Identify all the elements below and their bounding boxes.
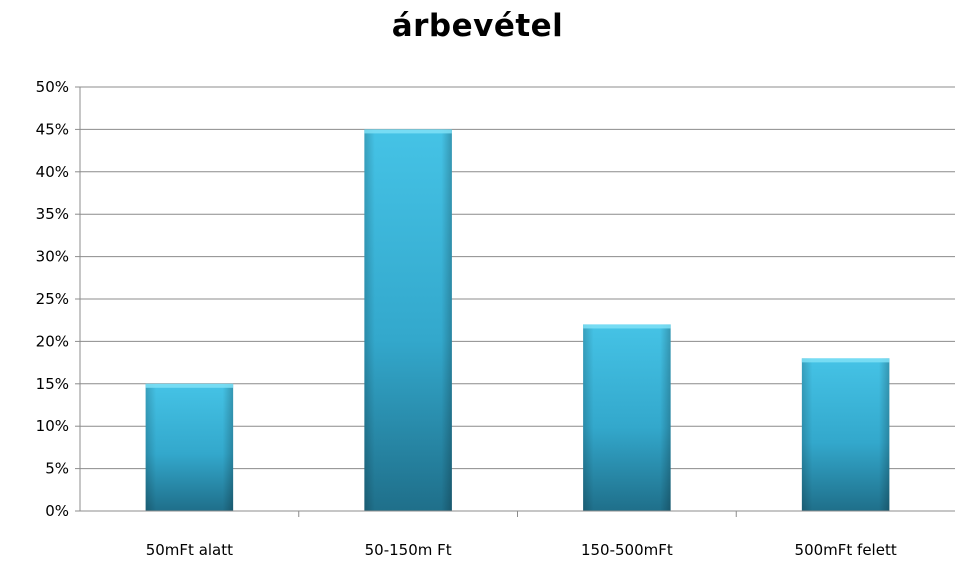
y-tick-label: 35%: [36, 205, 69, 223]
y-tick-label: 0%: [45, 502, 69, 520]
bar-top-highlight: [145, 383, 234, 388]
x-category-label: 50mFt alatt: [146, 541, 233, 559]
tick-labels: 0% 5% 10% 15% 20% 25% 30% 35% 40% 45% 50% 50mFt ala…: [36, 78, 897, 559]
chart-title: árbevétel: [391, 8, 564, 44]
y-tick-label: 50%: [36, 78, 69, 96]
bar-shade: [364, 129, 452, 511]
x-category-label: 50-150m Ft: [365, 541, 452, 559]
bars: [145, 129, 890, 511]
bar-shade: [801, 358, 890, 511]
bar-group: [583, 324, 671, 511]
y-tick-label: 30%: [36, 248, 69, 266]
x-category-label: 150-500mFt: [581, 541, 673, 559]
y-tick-label: 40%: [36, 163, 69, 181]
bar-shade: [583, 324, 671, 511]
bar-top-highlight: [801, 358, 890, 363]
y-tick-label: 5%: [45, 460, 69, 478]
y-tick-label: 10%: [36, 417, 69, 435]
bar-top-highlight: [583, 324, 671, 329]
y-tick-label: 45%: [36, 120, 69, 138]
bar-top-highlight: [364, 129, 452, 134]
y-tick-label: 25%: [36, 290, 69, 308]
x-category-label: 500mFt felett: [795, 541, 897, 559]
y-tick-label: 15%: [36, 375, 69, 393]
axes: [75, 86, 955, 517]
bar-group: [364, 129, 452, 511]
y-tick-label: 20%: [36, 332, 69, 350]
bar-shade: [145, 383, 234, 511]
bar-group: [801, 358, 890, 511]
bar-group: [145, 383, 234, 511]
